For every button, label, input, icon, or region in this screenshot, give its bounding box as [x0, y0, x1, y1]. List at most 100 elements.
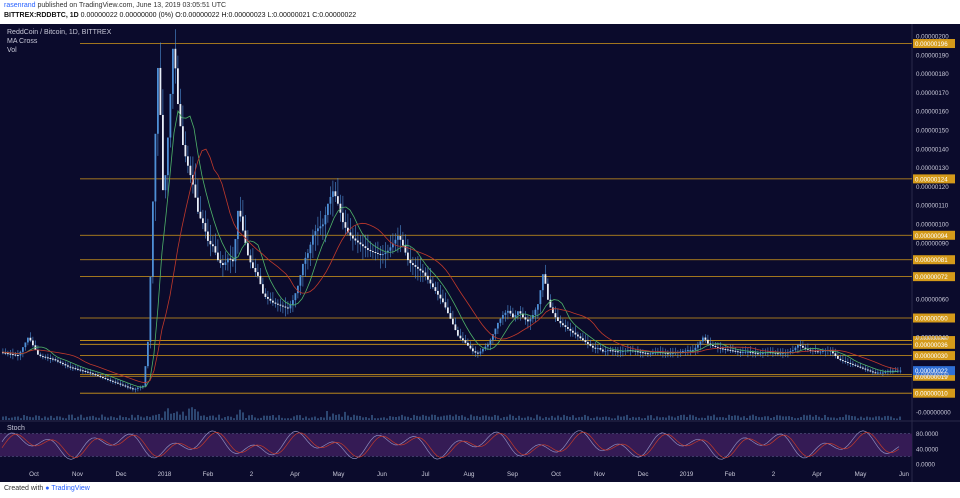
candle-body	[589, 343, 592, 346]
candle-body	[874, 372, 877, 374]
candle-body	[672, 352, 674, 354]
tradingview-brand-link[interactable]: TradingView	[51, 485, 90, 492]
candle-body	[669, 353, 672, 355]
level-price-label: 0.00000081	[915, 257, 948, 264]
volume-bar	[341, 416, 343, 420]
stoch-legend[interactable]: Stoch	[7, 425, 25, 432]
volume-bar	[89, 416, 91, 420]
volume-bar	[608, 417, 610, 420]
volume-bar	[326, 410, 328, 420]
candle-body	[142, 385, 144, 387]
volume-bar	[542, 418, 544, 420]
candle-body	[484, 346, 487, 349]
candle-body	[342, 212, 344, 223]
candle-body	[129, 387, 132, 389]
volume-bar	[239, 409, 241, 420]
price-tick-label: 0.00000040	[916, 334, 949, 341]
volume-bar	[509, 414, 511, 420]
volume-bar	[872, 417, 874, 420]
volume-bar	[371, 414, 373, 420]
volume-bar	[746, 417, 748, 420]
candle-body	[387, 250, 389, 253]
volume-bar	[20, 418, 22, 420]
level-price-label: 0.00000072	[915, 274, 948, 281]
volume-bar	[218, 414, 220, 420]
candle-body	[752, 352, 754, 354]
time-tick-label: 2	[250, 471, 254, 478]
candle-body	[12, 354, 14, 356]
candle-body	[577, 334, 579, 337]
candle-body	[757, 353, 759, 355]
candle-body	[264, 293, 267, 297]
candle-body	[227, 258, 229, 263]
candle-body	[104, 377, 107, 379]
candle-body	[309, 244, 312, 254]
candle-body	[234, 239, 237, 262]
volume-bar	[158, 414, 160, 420]
volume-bar	[53, 417, 55, 420]
candle-body	[867, 369, 869, 371]
time-tick-label: May	[333, 471, 346, 478]
volume-bar	[23, 414, 25, 420]
time-tick-label: Jun	[899, 471, 910, 478]
candle-body	[269, 298, 272, 301]
volume-bar	[581, 416, 583, 420]
candle-body	[107, 378, 109, 380]
candle-body	[597, 348, 599, 350]
volume-bar	[800, 416, 802, 420]
volume-bar	[329, 416, 331, 420]
candle-body	[112, 380, 114, 382]
candle-body	[509, 310, 512, 314]
volume-bar	[5, 416, 7, 420]
candle-body	[777, 353, 779, 355]
volume-bar	[47, 417, 49, 420]
candle-body	[617, 351, 619, 353]
time-tick-label: Dec	[115, 471, 126, 478]
candle-body	[834, 353, 837, 356]
candle-body	[614, 350, 617, 352]
volume-bar	[521, 417, 523, 420]
volume-bar	[794, 418, 796, 420]
level-price-label: 0.00000036	[915, 342, 948, 349]
ma-cross-legend[interactable]: MA Cross	[7, 38, 38, 45]
candle-body	[504, 312, 507, 315]
candle-body	[184, 145, 187, 157]
stoch-tick-label: 80.0000	[916, 431, 939, 438]
candle-body	[239, 210, 242, 217]
volume-bar	[857, 418, 859, 420]
candle-body	[469, 345, 472, 349]
candle-body	[527, 319, 529, 322]
level-price-label: 0.00000196	[915, 41, 948, 48]
candle-body	[749, 351, 752, 353]
candle-body	[692, 349, 694, 351]
candle-body	[362, 244, 364, 247]
time-tick-label: Feb	[203, 471, 214, 478]
candle-body	[404, 245, 407, 253]
candle-body	[702, 337, 704, 342]
time-tick-label: Feb	[725, 471, 736, 478]
candle-body	[322, 224, 324, 227]
volume-bar	[623, 416, 625, 420]
candle-body	[152, 201, 154, 277]
author-link[interactable]: rasenrand	[4, 2, 36, 9]
candle-body	[37, 349, 39, 355]
volume-bar	[689, 414, 691, 420]
volume-bar	[266, 415, 268, 420]
volume-bar	[722, 417, 724, 420]
chart-area[interactable]: 0.00000196 0.00000124 0.00000094 0.00000081…	[0, 24, 960, 482]
candle-body	[442, 298, 444, 303]
price-chart[interactable]: 0.00000196 0.00000124 0.00000094 0.00000081…	[0, 24, 960, 482]
candle-body	[124, 385, 127, 387]
candle-body	[864, 368, 867, 370]
candle-body	[884, 371, 887, 373]
candle-body	[592, 345, 594, 348]
volume-legend[interactable]: Vol	[7, 47, 17, 54]
candle-body	[7, 353, 9, 355]
candle-body	[622, 350, 624, 352]
level-label-box	[913, 255, 955, 265]
volume-bar	[827, 417, 829, 420]
volume-bar	[29, 416, 31, 420]
candle-body	[217, 252, 219, 261]
created-with-label: Created with	[4, 485, 44, 492]
volume-bar	[731, 416, 733, 420]
